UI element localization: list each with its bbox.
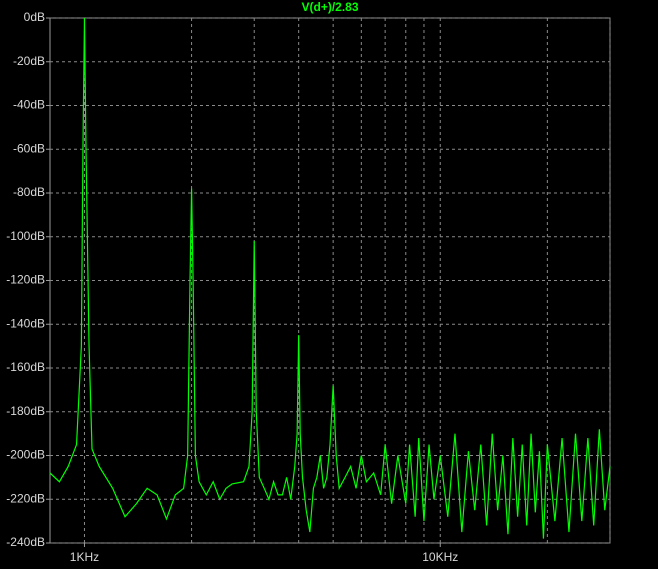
y-tick-label: -40dB [13,98,45,112]
x-tick-label: 1KHz [70,550,99,564]
trace-name: V(d+)/2.83 [301,0,358,14]
y-tick-label: -120dB [6,273,45,287]
y-tick-label: -140dB [6,316,45,330]
x-tick-label: 10KHz [422,550,458,564]
trace [49,17,611,539]
y-tick-label: -180dB [6,404,45,418]
y-tick-label: -20dB [13,54,45,68]
y-tick-label: -60dB [13,141,45,155]
y-tick-label: -80dB [13,185,45,199]
y-tick-label: -160dB [6,360,45,374]
y-tick-label: -100dB [6,229,45,243]
y-tick-label: -240dB [6,535,45,549]
y-tick-label: 0dB [24,10,45,24]
y-tick-label: -200dB [6,448,45,462]
y-tick-label: -220dB [6,491,45,505]
